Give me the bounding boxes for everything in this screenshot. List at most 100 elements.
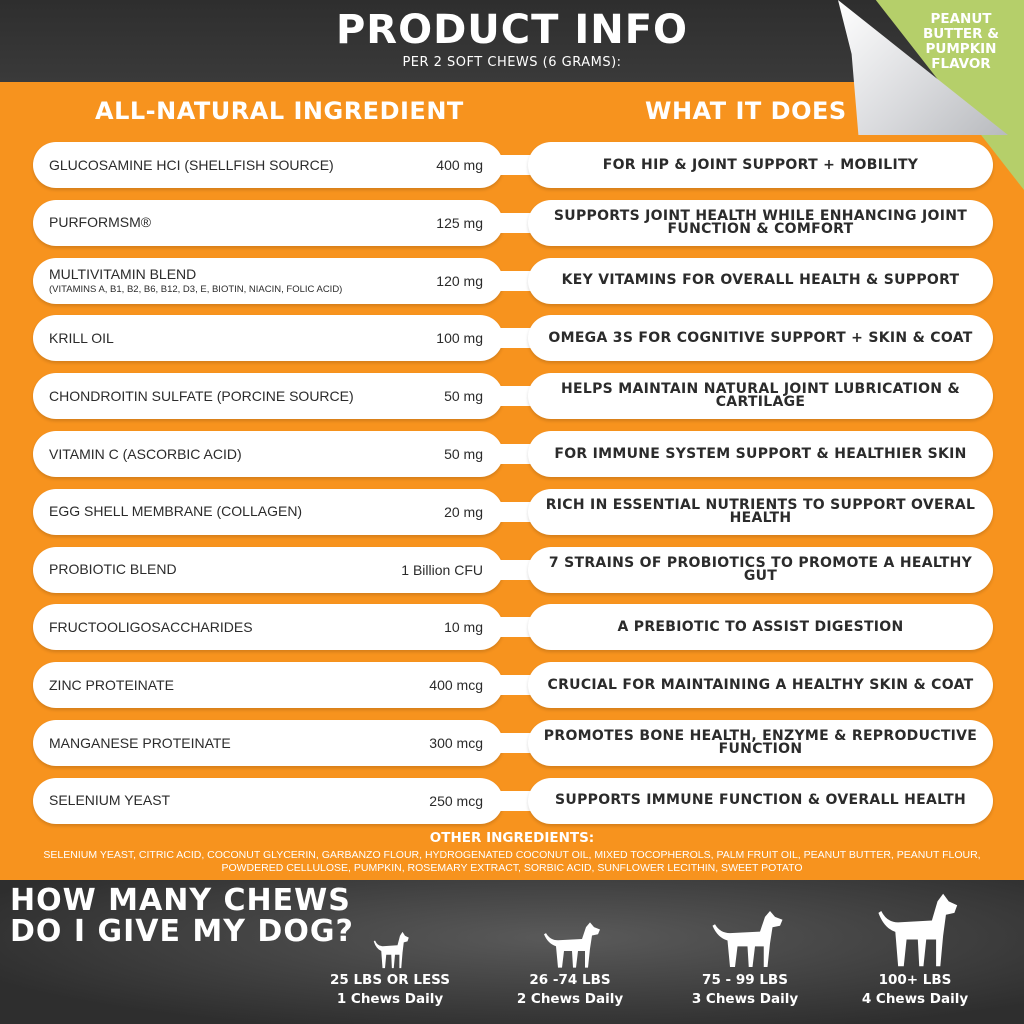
ingredient-name-block: EGG SHELL MEMBRANE (COLLAGEN) <box>49 489 302 535</box>
ingredient-name: PURFORMSM® <box>49 214 152 231</box>
ingredient-amount: 50 mg <box>444 388 483 405</box>
benefit-pill: OMEGA 3S FOR COGNITIVE SUPPORT + SKIN & … <box>528 315 993 362</box>
ingredient-pill: KRILL OIL 100 mg <box>33 315 503 362</box>
ingredient-name: GLUCOSAMINE HCI (SHELLFISH SOURCE) <box>49 156 334 173</box>
ingredient-name-block: KRILL OIL <box>49 315 114 361</box>
what-it-does-column-header: WHAT IT DOES <box>645 97 847 125</box>
dosage-heading: HOW MANY CHEWS DO I GIVE MY DOG? <box>10 885 354 947</box>
ingredient-row: PROBIOTIC BLEND 1 Billion CFU 7 STRAINS … <box>33 546 993 593</box>
benefit-pill: A PREBIOTIC TO ASSIST DIGESTION <box>528 604 993 651</box>
dosage-item: 75 - 99 LBS 3 Chews Daily <box>655 908 835 1007</box>
chews-daily: 1 Chews Daily <box>336 991 444 1007</box>
dosage-heading-line1: HOW MANY CHEWS <box>10 883 351 918</box>
ingredient-name-block: MANGANESE PROTEINATE <box>49 720 231 766</box>
dosage-item: 100+ LBS 4 Chews Daily <box>825 890 1005 1007</box>
page-title: PRODUCT INFO <box>335 7 689 53</box>
benefit-pill: HELPS MAINTAIN NATURAL JOINT LUBRICATION… <box>528 373 993 420</box>
ingredient-row: PURFORMSM® 125 mg SUPPORTS JOINT HEALTH … <box>33 199 993 246</box>
ingredient-name: KRILL OIL <box>49 329 114 346</box>
page-subtitle: PER 2 SOFT CHEWS (6 GRAMS): <box>402 55 622 70</box>
ingredient-amount: 50 mg <box>444 446 483 462</box>
ingredient-amount: 400 mcg <box>429 677 483 694</box>
ingredient-name-block: SELENIUM YEAST <box>49 778 170 824</box>
ingredient-name: MULTIVITAMIN BLEND <box>49 265 197 282</box>
ingredient-row: MANGANESE PROTEINATE 300 mcg PROMOTES BO… <box>33 720 993 766</box>
ingredient-row: SELENIUM YEAST 250 mcg SUPPORTS IMMUNE F… <box>33 777 993 824</box>
ingredient-detail: (VITAMINS A, B1, B2, B6, B12, D3, E, BIO… <box>49 283 343 295</box>
dosage-item: 25 LBS OR LESS 1 Chews Daily <box>300 930 480 1007</box>
ingredient-amount: 300 mcg <box>429 735 483 751</box>
ingredient-pill: EGG SHELL MEMBRANE (COLLAGEN) 20 mg <box>33 488 503 535</box>
ingredient-name: EGG SHELL MEMBRANE (COLLAGEN) <box>49 503 303 520</box>
dog-weight: 25 LBS OR LESS <box>329 972 451 988</box>
ingredient-pill: CHONDROITIN SULFATE (PORCINE SOURCE) 50 … <box>33 373 503 420</box>
ingredient-pill: SELENIUM YEAST 250 mcg <box>33 777 503 824</box>
medium-dog-icon <box>544 922 600 968</box>
ingredient-name-block: GLUCOSAMINE HCI (SHELLFISH SOURCE) <box>49 142 334 188</box>
ingredient-name: SELENIUM YEAST <box>49 792 171 809</box>
benefit-pill: FOR IMMUNE SYSTEM SUPPORT & HEALTHIER SK… <box>528 431 993 477</box>
ingredient-name: MANGANESE PROTEINATE <box>49 734 231 751</box>
ingredient-row: VITAMIN C (ASCORBIC ACID) 50 mg FOR IMMU… <box>33 431 993 477</box>
ingredient-amount: 250 mcg <box>429 792 483 809</box>
ingredient-amount: 120 mg <box>436 272 483 289</box>
chews-daily: 2 Chews Daily <box>516 991 624 1007</box>
ingredient-row: ZINC PROTEINATE 400 mcg CRUCIAL FOR MAIN… <box>33 662 993 709</box>
ingredient-amount: 20 mg <box>444 503 483 520</box>
dosage-heading-line2: DO I GIVE MY DOG? <box>10 914 354 949</box>
ingredient-row: GLUCOSAMINE HCI (SHELLFISH SOURCE) 400 m… <box>33 142 993 188</box>
ingredient-name: CHONDROITIN SULFATE (PORCINE SOURCE) <box>49 387 354 404</box>
chews-daily: 4 Chews Daily <box>861 991 969 1007</box>
dog-weight: 100+ LBS <box>878 972 952 988</box>
dog-weight: 75 - 99 LBS <box>702 972 788 988</box>
ingredient-row: MULTIVITAMIN BLEND (VITAMINS A, B1, B2, B… <box>33 257 993 304</box>
giant-dog-icon <box>878 893 958 967</box>
ingredient-name: VITAMIN C (ASCORBIC ACID) <box>49 445 242 462</box>
dosage-item: 26 -74 LBS 2 Chews Daily <box>480 920 660 1007</box>
ingredient-pill: VITAMIN C (ASCORBIC ACID) 50 mg <box>33 431 503 477</box>
ingredient-name: ZINC PROTEINATE <box>49 676 174 693</box>
small-dog-icon <box>373 931 409 969</box>
ingredient-amount: 1 Billion CFU <box>401 561 483 578</box>
benefit-pill: SUPPORTS IMMUNE FUNCTION & OVERALL HEALT… <box>528 777 993 824</box>
ingredient-name-block: VITAMIN C (ASCORBIC ACID) <box>49 431 242 477</box>
ingredient-name-block: MULTIVITAMIN BLEND (VITAMINS A, B1, B2, B… <box>49 258 342 304</box>
dog-weight: 26 -74 LBS <box>529 972 611 988</box>
benefit-pill: SUPPORTS JOINT HEALTH WHILE ENHANCING JO… <box>528 199 993 246</box>
ingredient-row: CHONDROITIN SULFATE (PORCINE SOURCE) 50 … <box>33 373 993 420</box>
ingredient-row: FRUCTOOLIGOSACCHARIDES 10 mg A PREBIOTIC… <box>33 604 993 651</box>
ingredient-pill: GLUCOSAMINE HCI (SHELLFISH SOURCE) 400 m… <box>33 142 503 188</box>
ingredient-amount: 400 mg <box>436 157 483 173</box>
ingredient-amount: 100 mg <box>436 330 483 347</box>
ingredient-amount: 10 mg <box>444 619 483 636</box>
ingredient-pill: ZINC PROTEINATE 400 mcg <box>33 662 503 709</box>
ingredient-row: KRILL OIL 100 mg OMEGA 3S FOR COGNITIVE … <box>33 315 993 362</box>
ingredient-name: FRUCTOOLIGOSACCHARIDES <box>49 618 253 635</box>
ingredient-name: PROBIOTIC BLEND <box>49 561 177 578</box>
ingredient-amount: 125 mg <box>436 214 483 231</box>
benefit-pill: PROMOTES BONE HEALTH, ENZYME & REPRODUCT… <box>528 720 993 766</box>
ingredient-pill: PROBIOTIC BLEND 1 Billion CFU <box>33 546 503 593</box>
benefit-pill: KEY VITAMINS FOR OVERALL HEALTH & SUPPOR… <box>528 257 993 304</box>
ingredient-row: EGG SHELL MEMBRANE (COLLAGEN) 20 mg RICH… <box>33 488 993 535</box>
flavor-label: PEANUT BUTTER & PUMPKIN FLAVOR <box>922 11 1000 72</box>
other-ingredients-text: SELENIUM YEAST, CITRIC ACID, COCONUT GLY… <box>43 849 981 874</box>
large-dog-icon <box>712 910 783 968</box>
benefit-pill: 7 STRAINS OF PROBIOTICS TO PROMOTE A HEA… <box>528 546 993 593</box>
ingredient-name-block: CHONDROITIN SULFATE (PORCINE SOURCE) <box>49 373 354 419</box>
ingredient-name-block: PROBIOTIC BLEND <box>49 547 177 593</box>
dosage-band <box>0 880 1024 1024</box>
ingredient-pill: MULTIVITAMIN BLEND (VITAMINS A, B1, B2, B… <box>33 257 503 304</box>
benefit-pill: FOR HIP & JOINT SUPPORT + MOBILITY <box>528 142 993 188</box>
chews-daily: 3 Chews Daily <box>691 991 799 1007</box>
ingredient-name-block: FRUCTOOLIGOSACCHARIDES <box>49 604 253 650</box>
ingredient-pill: FRUCTOOLIGOSACCHARIDES 10 mg <box>33 604 503 651</box>
ingredient-column-header: ALL-NATURAL INGREDIENT <box>95 97 464 125</box>
benefit-pill: CRUCIAL FOR MAINTAINING A HEALTHY SKIN &… <box>528 662 993 709</box>
ingredient-name-block: ZINC PROTEINATE <box>49 662 174 708</box>
ingredient-pill: PURFORMSM® 125 mg <box>33 199 503 246</box>
ingredient-name-block: PURFORMSM® <box>49 200 151 246</box>
ingredient-pill: MANGANESE PROTEINATE 300 mcg <box>33 720 503 766</box>
other-ingredients-heading: OTHER INGREDIENTS: <box>429 830 595 846</box>
benefit-pill: RICH IN ESSENTIAL NUTRIENTS TO SUPPORT O… <box>528 488 993 535</box>
